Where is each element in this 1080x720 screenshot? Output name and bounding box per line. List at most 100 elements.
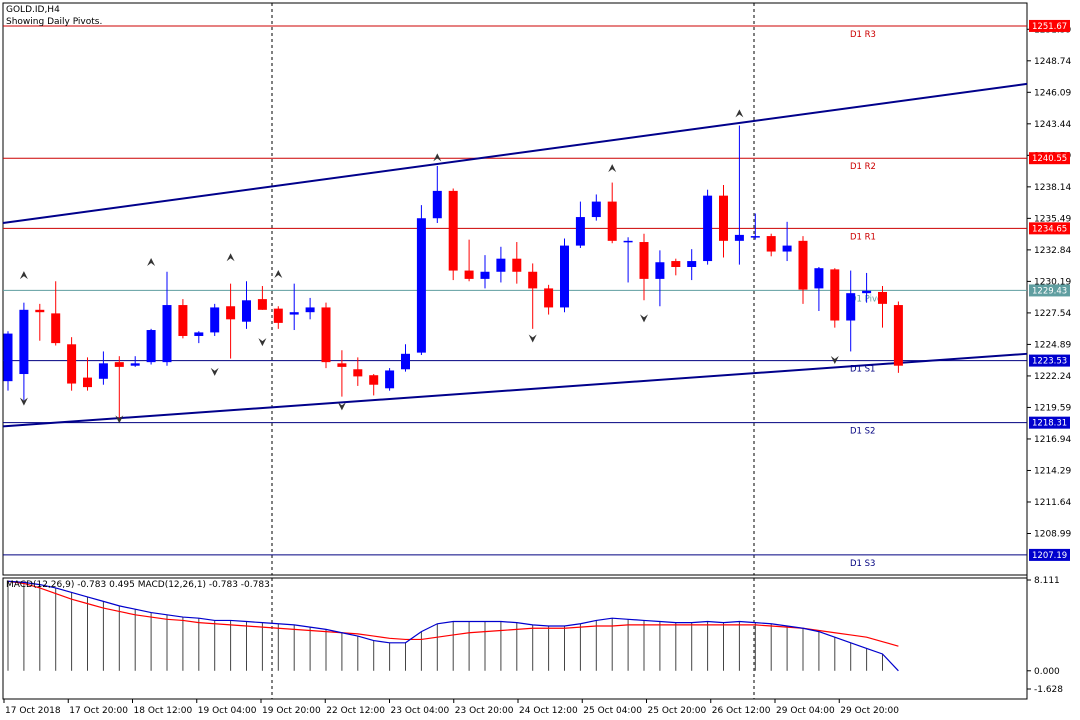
price-axis-label: 1214.29 [1034,466,1071,476]
candle-body [114,362,124,367]
candle-body [671,261,681,267]
candle-body [385,370,395,389]
candle-body [3,333,13,382]
candle-body [51,313,61,344]
time-axis-label: 17 Oct 2018 [5,706,61,716]
macd-main-line [7,580,899,672]
candle-body [257,299,267,310]
candle-body [337,363,347,367]
price-axis-label: 1224.89 [1034,340,1071,350]
price-tag-box [1029,222,1070,235]
price-axis-label: 1227.54 [1034,309,1071,319]
price-axis-label: 1219.59 [1034,403,1071,413]
candle-body [528,271,538,289]
pivot-level-label: D1 R3 [850,30,876,40]
symbol-title: GOLD.ID,H4 [6,5,60,15]
candle-body [401,353,410,370]
fractal-down-arrow [337,402,346,411]
fractal-up-arrow [274,269,283,278]
candle-body [35,309,45,313]
candle-body [846,293,856,321]
pivot-level-label: D1 R2 [850,162,876,172]
price-axis-label: 1230.19 [1034,277,1071,287]
candle-body [242,300,251,322]
price-axis-label: 1246.09 [1034,88,1071,98]
candle-body [496,258,506,272]
candle-body [639,242,649,279]
candle-body [798,240,808,290]
candle-body [146,330,156,363]
candle-body [83,377,92,388]
candle-body [782,245,792,252]
trendline [2,352,1028,428]
candle-body [591,201,601,218]
time-axis-label: 19 Oct 20:00 [262,706,321,716]
candle-body [178,305,188,336]
fractal-down-arrow [210,367,219,376]
time-axis-label: 25 Oct 20:00 [648,706,707,716]
price-axis-label: 1248.74 [1034,57,1071,67]
candle-body [512,258,522,272]
fractal-up-arrow [608,164,617,173]
candle-body [734,234,744,241]
candle-body [162,305,172,363]
candle-body [560,245,569,308]
fractal-up-arrow [433,153,442,162]
time-axis-label: 26 Oct 12:00 [712,706,771,716]
fractal-down-arrow [258,338,267,347]
price-tag-value: 1251.67 [1032,22,1067,32]
chart-subtitle: Showing Daily Pivots. [6,17,102,27]
main-pane-frame [2,2,1028,576]
price-tag-value: 1223.53 [1032,357,1067,367]
price-tag-value: 1207.19 [1032,551,1067,561]
fractal-down-arrow [830,355,839,364]
time-axis-label: 29 Oct 20:00 [840,706,899,716]
macd-axis-label: 8.111 [1034,576,1060,586]
time-axis-label: 23 Oct 04:00 [391,706,450,716]
macd-axis-label: 0.000 [1034,667,1060,677]
candle-body [655,262,665,279]
pivot-level-label: D1 Pivot [850,294,886,304]
pivot-level-label: D1 S3 [850,559,875,569]
fractal-down-arrow [115,415,124,424]
price-axis-label: 1238.14 [1034,183,1071,193]
time-axis-label: 19 Oct 04:00 [198,706,257,716]
candle-body [878,291,887,304]
macd-label: MACD(12,26,9) -0.783 0.495 MACD(12,26,1)… [6,580,270,590]
candle-body [750,236,760,238]
candle-body [19,309,29,375]
fractal-down-arrow [640,314,648,323]
price-tag-box [1029,354,1070,367]
macd-signal-line [7,580,899,647]
candle-body [607,201,617,241]
price-tag-box [1029,152,1070,165]
fractal-up-arrow [226,253,235,262]
price-tag-box [1029,19,1070,32]
candle-body [416,218,426,353]
candle-body [194,332,204,336]
time-axis-label: 25 Oct 04:00 [583,706,642,716]
time-axis-label: 18 Oct 12:00 [134,706,193,716]
candle-body [719,195,728,241]
price-axis-label: 1211.64 [1034,498,1071,508]
candle-body [862,290,872,294]
price-tag-box [1029,548,1070,561]
time-axis-label: 17 Oct 20:00 [69,706,128,716]
pivot-level-label: D1 S1 [850,365,875,375]
price-axis-label: 1235.49 [1034,214,1071,224]
candle-body [98,363,108,379]
fractal-up-arrow [147,258,156,267]
price-tag-value: 1240.55 [1032,154,1067,164]
candle-body [226,306,236,320]
candle-body [464,270,474,279]
candle-body [766,236,776,252]
candle-body [210,307,220,333]
candle-body [353,369,363,377]
candle-body [623,240,633,243]
time-axis-label: 23 Oct 20:00 [455,706,514,716]
fractal-down-arrow [19,397,28,406]
candle-body [480,271,490,279]
candle-body [130,363,140,366]
candle-body [432,190,442,219]
